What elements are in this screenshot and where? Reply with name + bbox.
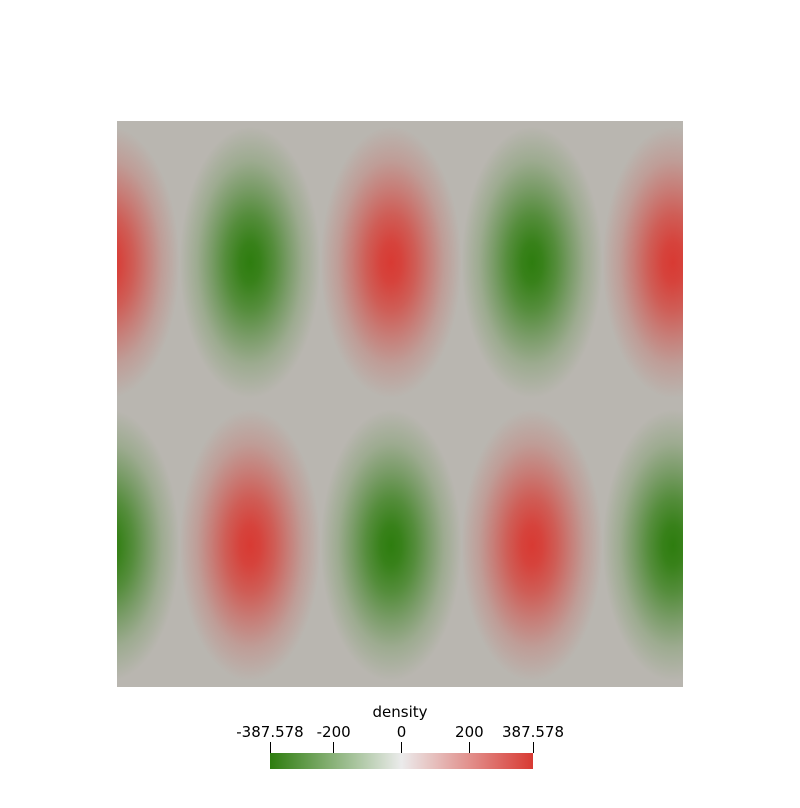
positive-density-cell [320, 126, 462, 399]
colorbar-tick-mark [269, 742, 271, 753]
colorbar-tick-mark [401, 742, 402, 753]
positive-density-cell [117, 127, 180, 398]
colorbar-gradient [270, 753, 533, 769]
colorbar-tick-label: 0 [396, 723, 407, 741]
colorbar-tick-label: -200 [316, 723, 351, 741]
negative-density-cell [602, 409, 683, 682]
colorbar-tick-mark [532, 742, 534, 753]
heatmap-plot-area [117, 121, 683, 687]
positive-density-cell [461, 409, 603, 682]
negative-density-cell [320, 409, 462, 682]
colorbar-legend: density -387.578 -200 0 200 387.578 [0, 700, 800, 808]
negative-density-cell [179, 126, 321, 399]
positive-density-cell [179, 409, 321, 682]
colorbar-tick-label: -387.578 [236, 723, 304, 741]
legend-title: density [372, 703, 428, 721]
colorbar-tick-label: 200 [455, 723, 484, 741]
colorbar-tick-mark [333, 742, 335, 753]
colorbar [270, 753, 533, 769]
colorbar-tick-label: 387.578 [501, 723, 565, 741]
negative-density-cell [117, 410, 180, 681]
negative-density-cell [461, 126, 603, 399]
colorbar-tick-mark [468, 742, 470, 753]
positive-density-cell [602, 126, 683, 399]
